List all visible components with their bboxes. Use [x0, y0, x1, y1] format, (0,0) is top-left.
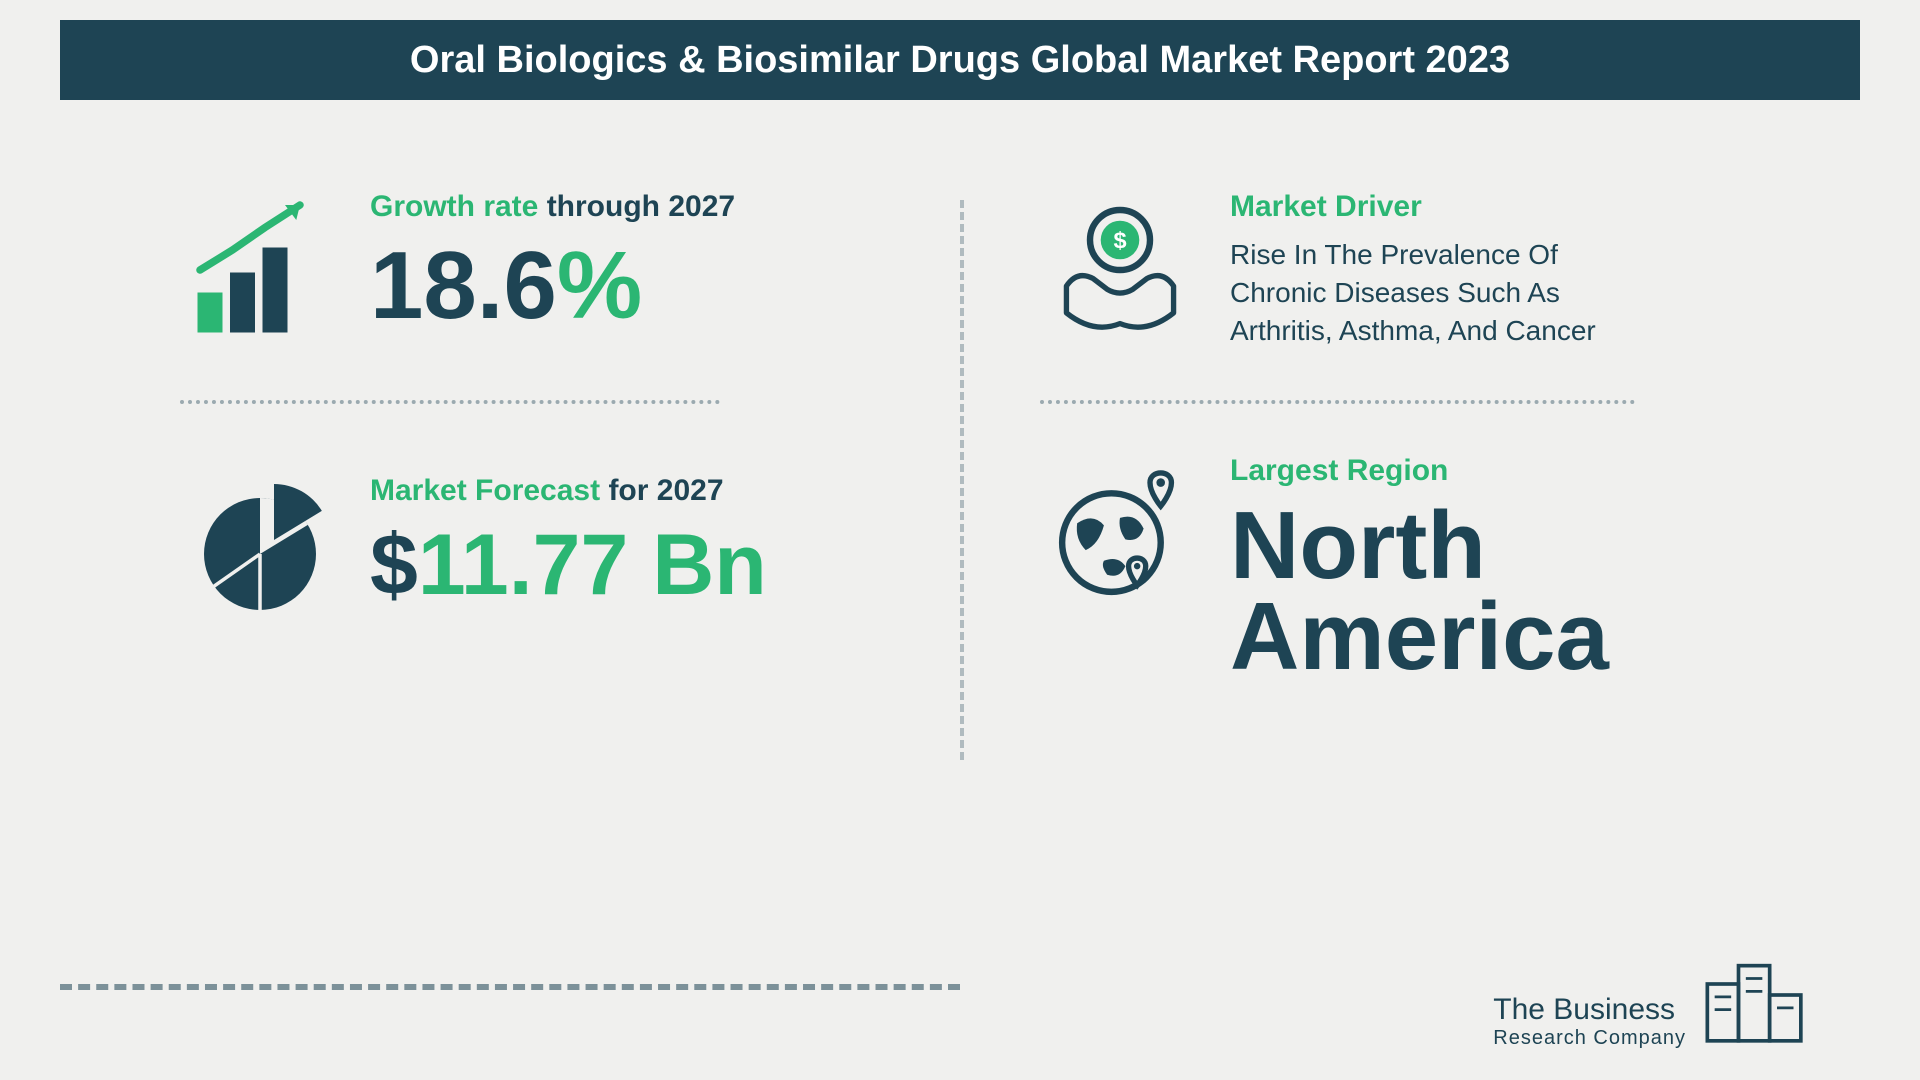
growth-number: 18.6 — [370, 232, 557, 339]
logo-text: The Business Research Company — [1493, 993, 1686, 1051]
growth-label-dark: through 2027 — [538, 190, 735, 223]
forecast-section: Market Forecast for 2027 $11.77 Bn — [180, 434, 900, 634]
region-line2: America — [1230, 583, 1609, 690]
growth-percent-sign: % — [557, 232, 642, 339]
logo-line1: The Business — [1493, 993, 1686, 1028]
page-title: Oral Biologics & Biosimilar Drugs Global… — [410, 39, 1510, 82]
growth-label: Growth rate through 2027 — [370, 190, 900, 224]
globe-pins-icon — [1040, 454, 1200, 614]
driver-description: Rise In The Prevalence Of Chronic Diseas… — [1230, 236, 1650, 349]
forecast-number: 11.77 Bn — [418, 517, 767, 613]
svg-text:$: $ — [1113, 228, 1126, 254]
driver-text-box: Market Driver Rise In The Prevalence Of … — [1230, 190, 1740, 349]
forecast-label-green: Market Forecast — [370, 474, 600, 507]
largest-region-section: Largest Region North America — [1040, 434, 1740, 682]
driver-label: Market Driver — [1230, 190, 1740, 224]
header-bar: Oral Biologics & Biosimilar Drugs Global… — [60, 20, 1860, 100]
market-driver-section: $ Market Driver Rise In The Prevalence O… — [1040, 160, 1740, 350]
company-logo: The Business Research Company — [1493, 940, 1810, 1050]
logo-line2: Research Company — [1493, 1027, 1686, 1050]
growth-label-green: Growth rate — [370, 190, 538, 223]
bottom-dashed-line — [60, 984, 960, 990]
hands-money-icon: $ — [1040, 190, 1200, 350]
right-column: $ Market Driver Rise In The Prevalence O… — [960, 160, 1740, 960]
company-buildings-icon — [1700, 940, 1810, 1050]
growth-rate-section: Growth rate through 2027 18.6% — [180, 160, 900, 350]
pie-chart-icon — [180, 474, 340, 634]
forecast-label-dark: for 2027 — [600, 474, 723, 507]
growth-chart-icon — [180, 190, 340, 350]
growth-text: Growth rate through 2027 18.6% — [370, 190, 900, 337]
region-value: North America — [1230, 500, 1740, 682]
left-dotted-separator — [180, 400, 720, 404]
vertical-divider — [960, 200, 964, 760]
forecast-dollar-sign: $ — [370, 517, 418, 613]
left-column: Growth rate through 2027 18.6% — [180, 160, 960, 960]
growth-value: 18.6% — [370, 236, 900, 337]
right-dotted-separator — [1040, 400, 1635, 404]
region-label: Largest Region — [1230, 454, 1740, 488]
forecast-text: Market Forecast for 2027 $11.77 Bn — [370, 474, 900, 610]
forecast-label: Market Forecast for 2027 — [370, 474, 900, 508]
forecast-value: $11.77 Bn — [370, 520, 900, 610]
region-text-box: Largest Region North America — [1230, 454, 1740, 682]
